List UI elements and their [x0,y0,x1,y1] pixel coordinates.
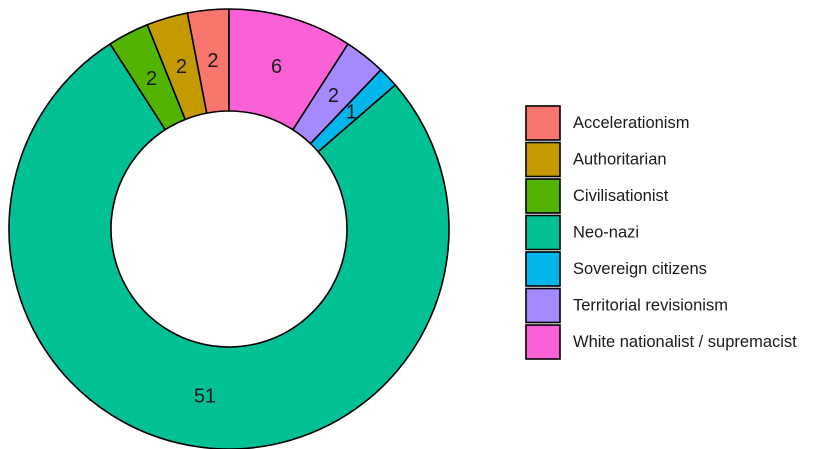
slice-label-sovereign-citizens: 1 [346,101,357,123]
legend-key-civilisationist [525,178,561,214]
legend-key-white-nationalist-supremacist [525,324,561,360]
legend-label-white-nationalist-supremacist: White nationalist / supremacist [573,333,797,351]
slice-label-civilisationist: 2 [146,68,157,90]
legend: Acceleration­ism Authoritarian Civilisatio… [525,105,797,360]
legend-key-authoritarian [525,141,561,178]
slice-label-authoritarian: 2 [176,56,187,78]
legend-label-authoritarian: Authoritarian [573,151,667,169]
slice-label-neo-nazi: 51 [194,385,216,407]
legend-label-territorial-revisionism: Territorial revisionism [573,297,728,315]
legend-key-sovereign-citizens [525,251,561,287]
slice-neo-nazi [8,43,450,449]
legend-label-civilisationist: Civilisationist [573,187,669,205]
slice-white-nationalist-supremacist [228,8,349,131]
legend-key-acceleration-ism [525,105,561,141]
legend-label-sovereign-citizens: Sovereign citizens [573,260,707,278]
legend-key-territorial-revisionism [525,287,561,324]
donut-slices [8,8,450,449]
legend-label-neo-nazi: Neo-nazi [573,224,639,242]
legend-key-neo-nazi [525,214,561,251]
slice-label-acceleration-ism: 2 [207,50,218,72]
legend-label-acceleration-ism: Acceleration­ism [573,114,689,132]
slice-label-white-nationalist-supremacist: 6 [271,56,282,78]
slice-label-territorial-revisionism: 2 [328,85,339,107]
